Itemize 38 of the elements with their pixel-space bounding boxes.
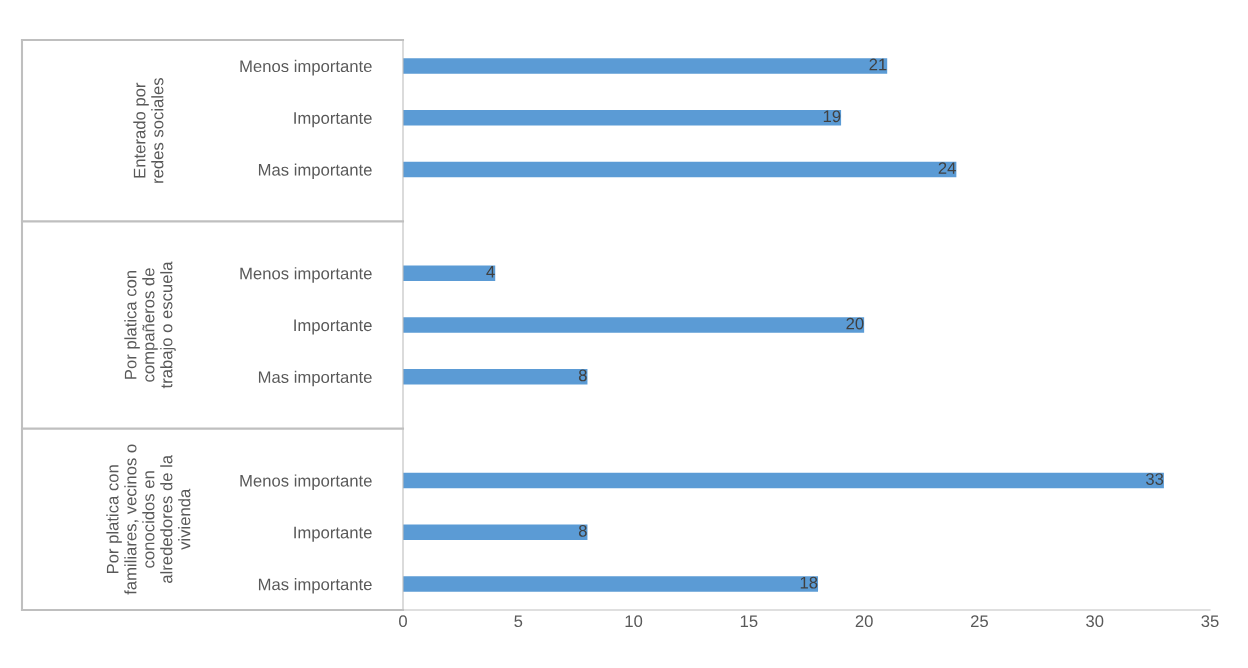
- x-tick-label: 25: [971, 615, 988, 628]
- y-tick-label: Menos importante: [240, 59, 372, 76]
- y-tick-label: Importante: [294, 319, 372, 335]
- x-tick-label: 10: [625, 615, 643, 628]
- bar: [403, 161, 957, 178]
- data-label: 33: [1145, 473, 1164, 485]
- data-label: 8: [578, 524, 587, 537]
- x-tick-label: 20: [855, 615, 873, 628]
- bar: [403, 317, 865, 333]
- y-tick-label: Importante: [294, 526, 372, 542]
- x-tick-label: 15: [740, 615, 758, 628]
- text: Enterado por redes sociales: [133, 78, 164, 183]
- data-label: 21: [869, 58, 887, 71]
- bar: [403, 472, 1164, 489]
- y-tick-label: Mas importante: [258, 578, 372, 594]
- text: Por platica con familiares, vecinos o conocidos en alrededores de la vivienda: [106, 444, 191, 595]
- data-label: 18: [800, 576, 818, 589]
- data-label: 8: [578, 369, 587, 382]
- y-tick-label: Menos importante: [240, 474, 372, 490]
- y-tick-label: Mas importante: [258, 163, 372, 180]
- bar: [403, 576, 819, 592]
- y-tick-label: Menos importante: [240, 267, 372, 283]
- data-label: 4: [486, 266, 495, 278]
- bar: [403, 369, 588, 385]
- text: Por platica con compañeros de trabajo o escuela: [124, 261, 176, 389]
- data-label: 24: [938, 162, 956, 174]
- x-tick-label: 5: [514, 615, 523, 628]
- data-label: 20: [846, 317, 864, 330]
- y-tick-label: Mas importante: [258, 370, 372, 387]
- x-tick-label: 30: [1086, 615, 1104, 628]
- bar: [403, 265, 496, 281]
- data-label: 19: [823, 110, 841, 123]
- x-tick-label: 0: [399, 615, 407, 628]
- bar: [403, 109, 842, 126]
- bar: [403, 524, 588, 541]
- bar: [403, 58, 888, 74]
- y-tick-label: Importante: [294, 112, 372, 128]
- x-tick-label: 35: [1201, 615, 1219, 628]
